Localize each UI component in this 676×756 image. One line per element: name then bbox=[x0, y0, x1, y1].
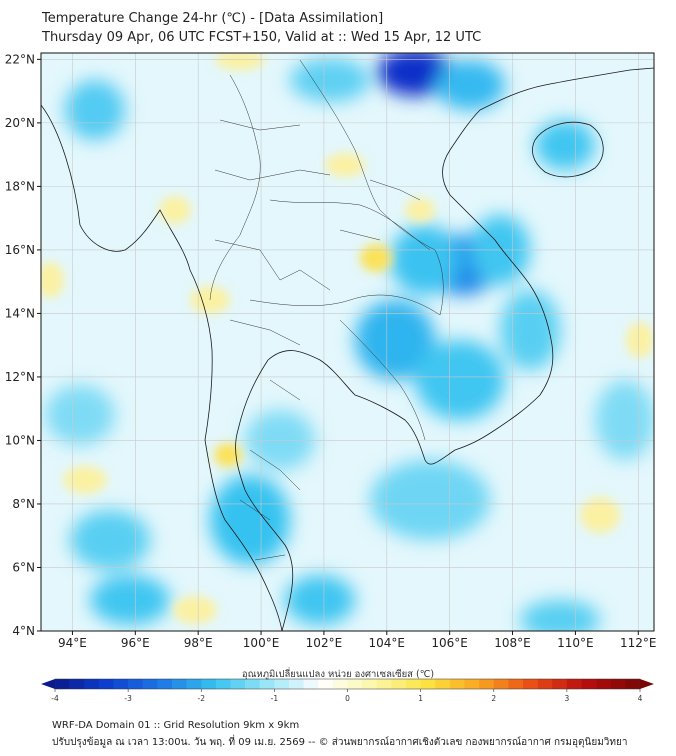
colorbar-cell bbox=[566, 679, 582, 689]
field-blobs bbox=[45, 53, 654, 631]
field-warm-blobs bbox=[41, 53, 654, 624]
lat-label: 12°N bbox=[5, 370, 35, 384]
lon-label: 104°E bbox=[369, 636, 406, 650]
chart-title: Temperature Change 24-hr (℃) - [Data Ass… bbox=[42, 11, 384, 26]
colorbar-cell bbox=[332, 679, 348, 689]
colorbar-tick-label: 0 bbox=[345, 694, 350, 703]
colorbar-cell bbox=[391, 679, 407, 689]
colorbar-tick-label: 2 bbox=[491, 694, 496, 703]
colorbar-tick-label: -2 bbox=[198, 694, 206, 703]
colorbar-cell bbox=[523, 679, 538, 689]
lat-label: 10°N bbox=[5, 433, 35, 447]
lon-label: 102°E bbox=[306, 636, 343, 650]
colorbar-cell bbox=[215, 679, 231, 689]
colorbar-tick-label: 3 bbox=[564, 694, 569, 703]
colorbar-tick-label: -3 bbox=[124, 694, 132, 703]
colorbar-cell bbox=[201, 679, 217, 689]
lat-label: 16°N bbox=[5, 243, 35, 257]
colorbar-cell bbox=[435, 679, 451, 689]
colorbar-cell bbox=[581, 679, 597, 689]
colorbar-cell bbox=[610, 679, 626, 689]
lat-label: 14°N bbox=[5, 306, 35, 320]
lon-label: 100°E bbox=[243, 636, 280, 650]
colorbar-max-arrow bbox=[640, 679, 654, 689]
colorbar-cell bbox=[274, 679, 290, 689]
colorbar-cell bbox=[479, 679, 495, 689]
colorbar-cell bbox=[493, 679, 509, 689]
colorbar-cell bbox=[142, 679, 158, 689]
lon-label: 108°E bbox=[494, 636, 531, 650]
lon-label: 94°E bbox=[58, 636, 87, 650]
colorbar-cell bbox=[464, 679, 480, 689]
colorbar-cell bbox=[128, 679, 144, 689]
colorbar-cell bbox=[55, 679, 70, 689]
lat-label: 4°N bbox=[12, 624, 35, 638]
colorbar-cells bbox=[54, 678, 641, 690]
latitude-labels: 22°N 20°N 18°N 16°N 14°N 12°N 10°N 8°N 6°N 4°N bbox=[5, 52, 41, 638]
colorbar-cell bbox=[259, 679, 275, 689]
colorbar-cell bbox=[362, 679, 378, 689]
lon-label: 98°E bbox=[184, 636, 213, 650]
colorbar-tick-label: 1 bbox=[418, 694, 423, 703]
map-frame bbox=[40, 52, 655, 632]
colorbar-cell bbox=[157, 679, 173, 689]
colorbar-cell bbox=[347, 679, 363, 689]
colorbar-cell bbox=[172, 679, 187, 689]
colorbar-cell bbox=[98, 679, 114, 689]
colorbar-cell bbox=[318, 679, 334, 689]
colorbar-tick-label: -1 bbox=[271, 694, 279, 703]
colorbar-cell bbox=[406, 679, 421, 689]
lat-label: 20°N bbox=[5, 116, 35, 130]
colorbar-tick-label: 4 bbox=[638, 694, 643, 703]
graticule bbox=[41, 53, 654, 631]
lon-label: 106°E bbox=[431, 636, 468, 650]
borders bbox=[209, 59, 444, 561]
lat-label: 6°N bbox=[12, 560, 35, 574]
lat-label: 22°N bbox=[5, 52, 35, 66]
lon-label: 112°E bbox=[620, 636, 657, 650]
coastlines bbox=[41, 67, 654, 631]
colorbar-cell bbox=[376, 679, 392, 689]
footer-model-info: WRF-DA Domain 01 :: Grid Resolution 9km … bbox=[52, 720, 300, 731]
colorbar: -4 -3 -2 -1 0 1 2 3 4 bbox=[41, 678, 654, 703]
colorbar-cell bbox=[84, 679, 100, 689]
colorbar-cell bbox=[186, 679, 202, 689]
colorbar-cell bbox=[537, 679, 553, 689]
colorbar-title: อุณหภูมิเปลี่ยนแปลง หน่วย องศาเซลเซียส (… bbox=[241, 669, 435, 680]
footer-update-info: ปรับปรุงข้อมูล ณ เวลา 13:00น. วัน พฤ. ที… bbox=[52, 737, 628, 748]
colorbar-cell bbox=[420, 679, 436, 689]
colorbar-min-arrow bbox=[41, 679, 55, 689]
colorbar-tick-label: -4 bbox=[51, 694, 59, 703]
colorbar-cell bbox=[230, 679, 246, 689]
colorbar-cell bbox=[625, 679, 641, 689]
longitude-labels: 94°E 96°E 98°E 100°E 102°E 104°E 106°E 108°E 110… bbox=[58, 631, 657, 650]
colorbar-cell bbox=[245, 679, 261, 689]
colorbar-cell bbox=[69, 679, 85, 689]
colorbar-cell bbox=[552, 679, 568, 689]
colorbar-cell bbox=[508, 679, 524, 689]
map-plot bbox=[41, 53, 654, 631]
colorbar-cell bbox=[289, 679, 304, 689]
colorbar-cell bbox=[596, 679, 612, 689]
lat-label: 8°N bbox=[12, 497, 35, 511]
colorbar-cell bbox=[113, 679, 129, 689]
lat-label: 18°N bbox=[5, 179, 35, 193]
lon-label: 110°E bbox=[557, 636, 594, 650]
colorbar-ticks: -4 -3 -2 -1 0 1 2 3 4 bbox=[51, 689, 643, 703]
lon-label: 96°E bbox=[121, 636, 150, 650]
colorbar-cell bbox=[303, 679, 319, 689]
chart-subtitle: Thursday 09 Apr, 06 UTC FCST+150, Valid … bbox=[42, 30, 482, 45]
colorbar-cell bbox=[449, 679, 465, 689]
